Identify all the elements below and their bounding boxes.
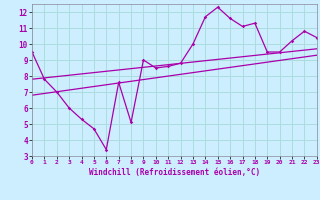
X-axis label: Windchill (Refroidissement éolien,°C): Windchill (Refroidissement éolien,°C) <box>89 168 260 177</box>
